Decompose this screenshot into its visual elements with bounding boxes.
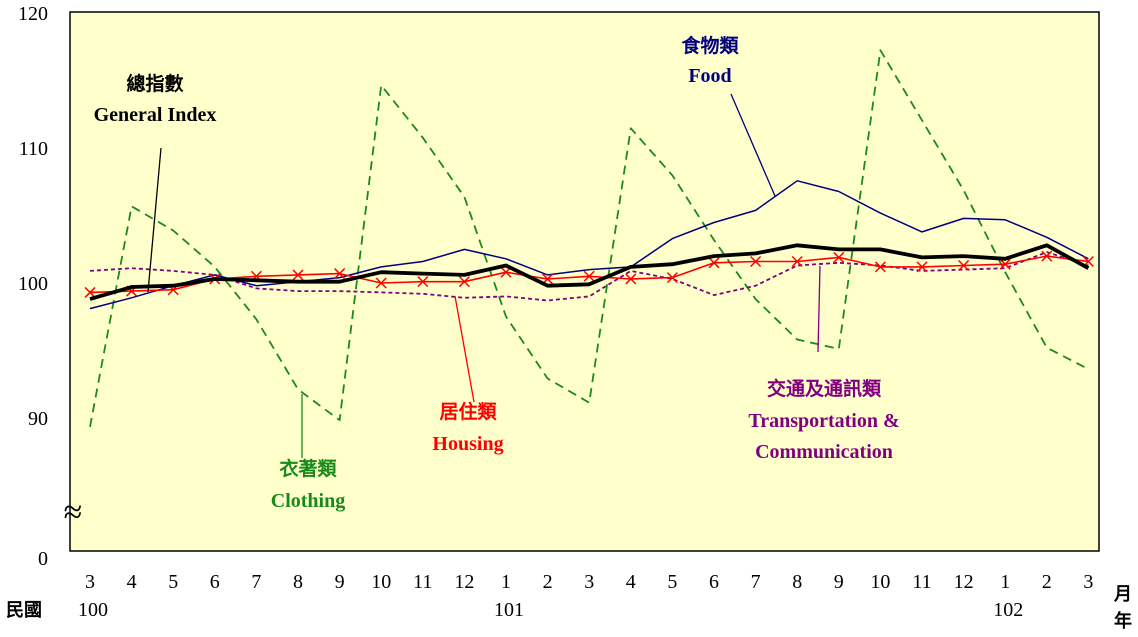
housing-point <box>334 268 346 280</box>
series-transport <box>89 251 1089 302</box>
x-tick-label: 1 <box>501 571 511 593</box>
x-tick-label: 10 <box>371 571 391 593</box>
label-general-zh: 總指數 <box>126 72 183 95</box>
series-line-clothing <box>89 49 1089 428</box>
x-tick-label: 3 <box>584 571 594 593</box>
year-label: 101 <box>494 599 524 621</box>
y-tick-label: 0 <box>38 548 48 570</box>
x-tick-label: 7 <box>251 571 261 593</box>
x-tick-label: 12 <box>954 571 974 593</box>
series-line-transport <box>89 251 1089 302</box>
x-tick-label: 9 <box>335 571 345 593</box>
pointer-general <box>147 147 162 293</box>
label-clothing-en: Clothing <box>271 490 345 512</box>
x-axis-right-top: 月 <box>1113 584 1132 605</box>
series-line-general <box>89 243 1090 301</box>
x-tick-label: 2 <box>543 571 553 593</box>
x-tick-label: 6 <box>210 571 220 593</box>
label-housing-zh: 居住類 <box>439 400 497 423</box>
label-transport-zh: 交通及通訊類 <box>767 377 882 400</box>
y-tick-label: 110 <box>19 138 48 160</box>
housing-point <box>417 276 429 288</box>
housing-point <box>292 269 304 281</box>
housing-point <box>625 273 637 285</box>
x-axis-left-label: 民國 <box>6 600 42 621</box>
series-clothing <box>89 49 1089 428</box>
year-label: 100 <box>78 599 108 621</box>
x-tick-label: 7 <box>751 571 761 593</box>
x-tick-label: 11 <box>413 571 432 593</box>
x-tick-label: 4 <box>626 571 636 593</box>
pointer-transport <box>817 265 821 353</box>
housing-point <box>958 259 970 272</box>
x-axis-right-bottom: 年 <box>1114 610 1132 632</box>
housing-point <box>791 255 803 268</box>
housing-point <box>458 276 470 288</box>
pointer-food <box>730 93 776 197</box>
x-tick-label: 8 <box>792 571 802 593</box>
housing-point <box>375 277 387 289</box>
pointer-housing <box>454 295 475 403</box>
x-tick-label: 3 <box>1083 571 1093 593</box>
x-tick-label: 11 <box>912 571 931 593</box>
x-tick-label: 5 <box>168 571 178 593</box>
series-food <box>89 180 1089 310</box>
housing-point <box>84 286 96 298</box>
housing-point <box>750 255 762 268</box>
housing-point <box>874 261 886 273</box>
housing-point <box>1041 250 1053 262</box>
x-tick-label: 12 <box>454 571 474 593</box>
x-tick-label: 8 <box>293 571 303 593</box>
label-transport-en-2: Communication <box>755 441 893 463</box>
x-tick-label: 3 <box>85 571 95 593</box>
x-tick-label: 1 <box>1000 571 1010 593</box>
housing-point <box>666 272 678 284</box>
label-food-en: Food <box>688 65 731 87</box>
x-tick-label: 2 <box>1042 571 1052 593</box>
y-tick-label: 90 <box>28 408 48 430</box>
series-general <box>89 243 1090 301</box>
housing-point <box>833 251 845 263</box>
y-tick-label: 100 <box>18 273 48 295</box>
axis-break-symbol: ≈ <box>64 494 83 531</box>
housing-point <box>583 270 595 282</box>
x-tick-label: 10 <box>870 571 890 593</box>
x-tick-label: 5 <box>667 571 677 593</box>
housing-point <box>999 258 1011 270</box>
x-tick-label: 9 <box>834 571 844 593</box>
label-general-en: General Index <box>94 104 217 126</box>
label-housing-en: Housing <box>432 433 503 455</box>
housing-point <box>708 257 720 269</box>
x-tick-label: 4 <box>127 571 137 593</box>
y-tick-label: 120 <box>18 3 48 25</box>
series-line-food <box>89 180 1089 310</box>
label-clothing-zh: 衣著類 <box>279 457 337 480</box>
housing-point <box>916 261 928 273</box>
x-tick-label: 6 <box>709 571 719 593</box>
year-label: 102 <box>993 599 1023 621</box>
label-food-zh: 食物類 <box>681 34 739 57</box>
label-transport-en-1: Transportation & <box>748 410 899 432</box>
